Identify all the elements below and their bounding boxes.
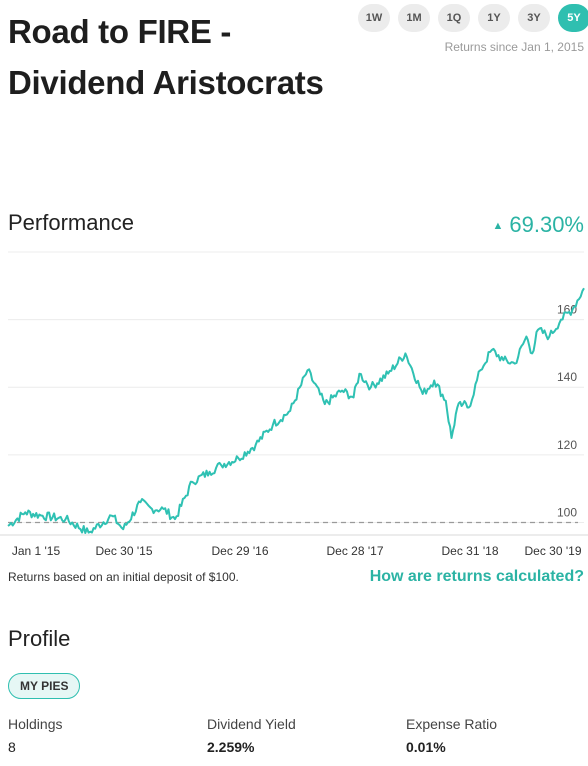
- y-tick-label: 100: [557, 505, 577, 519]
- y-axis-labels: 100120140160180: [557, 303, 577, 520]
- period-1w-button[interactable]: 1W: [358, 4, 390, 32]
- x-tick-label: Dec 28 '17: [327, 544, 384, 558]
- up-triangle-icon: ▲: [492, 220, 504, 232]
- y-tick-label: 120: [557, 438, 577, 452]
- x-tick-label: Jan 1 '15: [12, 544, 61, 558]
- period-1m-button[interactable]: 1M: [398, 4, 430, 32]
- period-3y-button[interactable]: 3Y: [518, 4, 550, 32]
- dividend-yield-value: 2.259%: [207, 739, 255, 755]
- period-1y-button[interactable]: 1Y: [478, 4, 510, 32]
- holdings-value: 8: [8, 739, 16, 755]
- period-selector: 1W 1M 1Q 1Y 3Y 5Y: [358, 4, 588, 32]
- performance-heading: Performance: [8, 210, 134, 235]
- dividend-yield-stat: Dividend Yield 2.259%: [207, 716, 296, 755]
- how-returns-calculated-link[interactable]: How are returns calculated?: [369, 568, 584, 585]
- expense-ratio-label: Expense Ratio: [406, 716, 498, 732]
- performance-return-value: 69.30%: [509, 212, 584, 237]
- chart-grid: [8, 251, 584, 523]
- returns-since-text: Returns since Jan 1, 2015: [444, 40, 584, 54]
- y-tick-label: 140: [557, 370, 577, 384]
- my-pies-tag[interactable]: MY PIES: [8, 673, 81, 699]
- holdings-label: Holdings: [8, 716, 63, 732]
- returns-footnote: Returns based on an initial deposit of $…: [8, 570, 239, 584]
- x-tick-label: Dec 29 '16: [212, 544, 269, 558]
- profile-heading: Profile: [8, 626, 71, 651]
- x-tick-label: Dec 30 '15: [96, 544, 153, 558]
- performance-line: [7, 287, 585, 534]
- holdings-stat: Holdings 8: [8, 716, 62, 755]
- dividend-yield-label: Dividend Yield: [207, 716, 296, 732]
- performance-return: ▲ 69.30%: [492, 212, 584, 238]
- x-tick-label: Dec 30 '19: [525, 544, 582, 558]
- expense-ratio-stat: Expense Ratio 0.01%: [406, 716, 497, 755]
- y-tick-label: 160: [557, 303, 577, 317]
- expense-ratio-value: 0.01%: [406, 739, 446, 755]
- period-1q-button[interactable]: 1Q: [438, 4, 470, 32]
- x-axis-labels: Jan 1 '15 Dec 30 '15 Dec 29 '16 Dec 28 '17 D…: [12, 544, 582, 558]
- period-5y-button[interactable]: 5Y: [558, 4, 588, 32]
- pie-title: Road to FIRE - Dividend Aristocrats: [8, 13, 324, 101]
- x-tick-label: Dec 31 '18: [442, 544, 499, 558]
